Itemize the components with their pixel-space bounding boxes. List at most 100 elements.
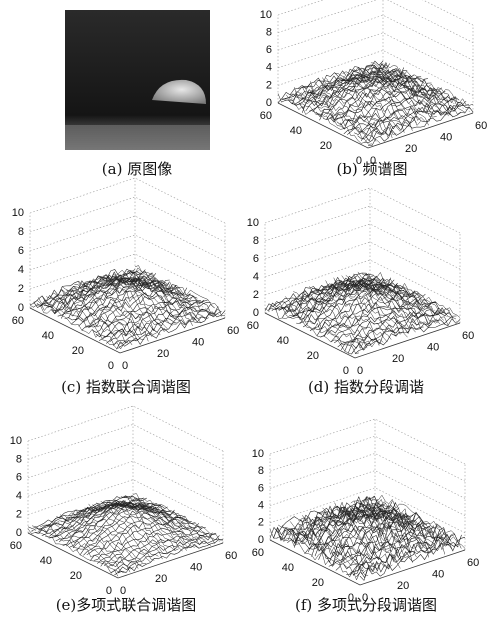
x-tick-label: 60	[227, 325, 239, 337]
surface-plot: 024681060402000204060	[247, 188, 475, 377]
grid-line	[30, 216, 225, 261]
z-tick-label: 6	[258, 482, 264, 494]
x-tick-label: 0	[370, 155, 376, 167]
mesh-line	[352, 316, 457, 354]
x-tick-label: 0	[120, 585, 126, 597]
z-tick-label: 8	[253, 235, 259, 247]
x-tick-label: 0	[357, 365, 363, 377]
y-tick-label: 40	[290, 125, 302, 137]
z-tick-label: 0	[16, 527, 22, 539]
y-tick-label: 20	[320, 140, 332, 152]
y-tick-label: 60	[260, 110, 272, 122]
z-tick-label: 0	[266, 97, 272, 109]
caption: (c) 指数联合调谐图	[61, 378, 191, 396]
y-tick-label: 40	[42, 330, 54, 342]
z-tick-label: 0	[258, 534, 264, 546]
z-tick-label: 0	[253, 307, 259, 319]
x-tick-label: 60	[475, 120, 487, 132]
x-tick-label: 0	[362, 592, 368, 604]
z-tick-label: 10	[10, 435, 22, 447]
grid-line	[28, 406, 223, 451]
x-tick-label: 40	[190, 562, 202, 574]
grid-line	[30, 197, 225, 242]
grid-line	[270, 453, 465, 498]
z-tick-label: 4	[266, 62, 272, 74]
y-tick-label: 0	[348, 592, 354, 604]
caption: (a) 原图像	[102, 160, 172, 178]
z-tick-label: 4	[258, 500, 264, 512]
x-tick-label: 20	[392, 353, 404, 365]
x-tick-label: 20	[405, 143, 417, 155]
y-tick-label: 60	[10, 540, 22, 552]
grid-line	[278, 33, 473, 78]
x-tick-label: 20	[155, 573, 167, 585]
y-tick-label: 40	[282, 562, 294, 574]
x-tick-label: 40	[432, 569, 444, 581]
x-tick-label: 60	[225, 550, 237, 562]
mesh-line	[371, 63, 461, 115]
grid-line	[30, 235, 225, 280]
mesh-line	[282, 526, 372, 574]
y-tick-label: 60	[252, 547, 264, 559]
grid-line	[278, 0, 473, 43]
y-tick-label: 20	[72, 345, 84, 357]
grid-line	[270, 436, 465, 481]
y-tick-label: 20	[307, 350, 319, 362]
x-tick-label: 20	[397, 580, 409, 592]
figure: (a) 原图像 (b) 频谱图 (c) 指数联合调谐图 (d) 指数分段调谐 (…	[0, 0, 489, 622]
mesh-line	[118, 539, 223, 573]
x-tick-label: 0	[122, 360, 128, 372]
z-tick-label: 6	[16, 472, 22, 484]
grid-line	[270, 419, 465, 464]
y-tick-label: 60	[12, 315, 24, 327]
z-tick-label: 4	[18, 264, 24, 276]
grid-line	[278, 0, 473, 25]
z-tick-label: 2	[253, 289, 259, 301]
z-tick-label: 8	[258, 465, 264, 477]
caption: (d) 指数分段调谐	[308, 378, 424, 396]
z-tick-label: 4	[253, 271, 259, 283]
mesh-line	[121, 497, 211, 546]
mesh-line	[117, 312, 222, 350]
grid-line	[278, 15, 473, 60]
z-tick-label: 10	[260, 9, 272, 21]
original-image	[65, 10, 210, 150]
x-tick-label: 40	[440, 132, 452, 144]
x-tick-label: 20	[157, 348, 169, 360]
caption: (e)多项式联合调谐图	[56, 596, 197, 614]
z-tick-label: 8	[18, 226, 24, 238]
surface-plot: 024681060402000204060	[10, 406, 238, 597]
x-tick-label: 60	[467, 557, 479, 569]
z-tick-label: 6	[266, 44, 272, 56]
grid-line	[28, 461, 223, 506]
y-tick-label: 40	[277, 335, 289, 347]
mesh-line	[355, 319, 460, 354]
y-tick-label: 20	[70, 570, 82, 582]
z-tick-label: 2	[258, 517, 264, 529]
y-tick-label: 0	[106, 585, 112, 597]
x-tick-label: 40	[427, 342, 439, 354]
y-tick-label: 20	[312, 577, 324, 589]
z-tick-label: 8	[16, 453, 22, 465]
grid-line	[30, 178, 225, 223]
x-tick-label: 60	[462, 330, 474, 342]
x-tick-label: 40	[192, 337, 204, 349]
surface-plot: 024681060402000204060	[252, 419, 480, 604]
y-tick-label: 60	[247, 320, 259, 332]
grid-line	[28, 424, 223, 469]
y-tick-label: 0	[343, 365, 349, 377]
z-tick-label: 2	[18, 283, 24, 295]
y-tick-label: 0	[108, 360, 114, 372]
y-tick-label: 0	[356, 155, 362, 167]
z-tick-label: 10	[247, 217, 259, 229]
z-tick-label: 2	[266, 79, 272, 91]
z-tick-label: 6	[18, 245, 24, 257]
mesh-line	[368, 107, 473, 146]
surface-plot: 024681060402000204060	[12, 178, 240, 372]
z-tick-label: 6	[253, 253, 259, 265]
y-tick-label: 40	[40, 555, 52, 567]
z-tick-label: 10	[12, 207, 24, 219]
z-tick-label: 10	[252, 448, 264, 460]
z-tick-label: 0	[18, 302, 24, 314]
